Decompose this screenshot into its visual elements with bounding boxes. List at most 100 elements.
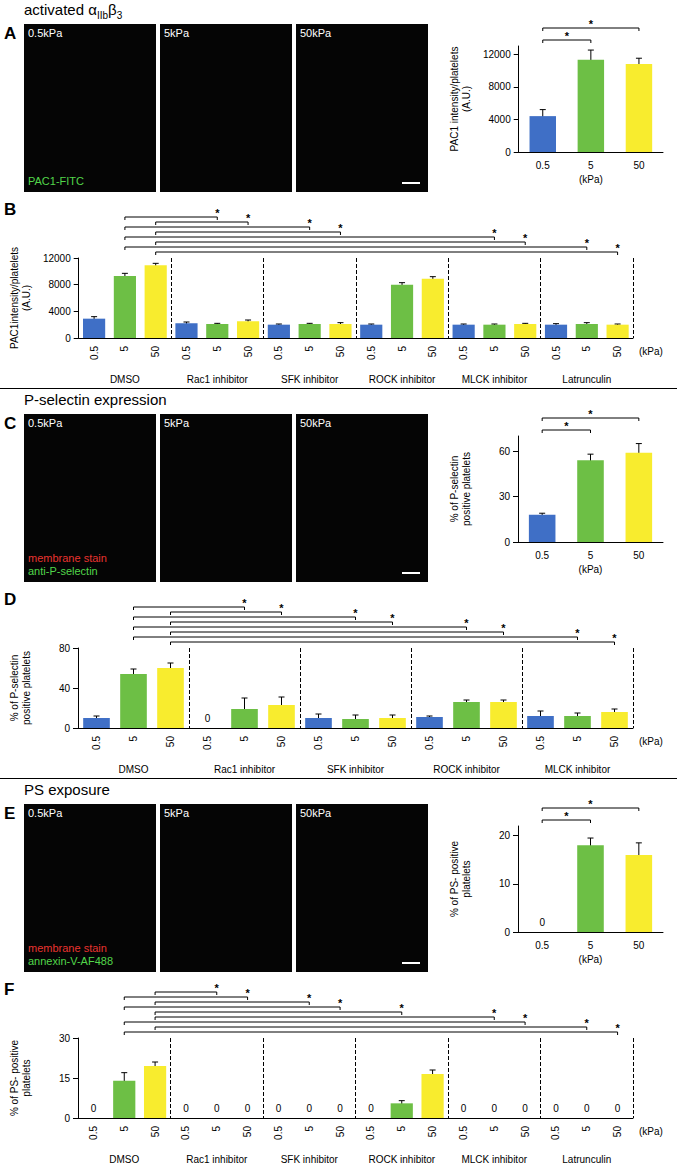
svg-text:50: 50	[498, 736, 509, 748]
svg-text:0: 0	[205, 713, 211, 724]
svg-text:10: 10	[499, 878, 511, 889]
svg-text:SFK inhibitor: SFK inhibitor	[327, 764, 385, 775]
svg-text:*: *	[492, 227, 497, 239]
svg-text:5: 5	[489, 346, 500, 352]
svg-text:*: *	[564, 810, 569, 822]
svg-text:50: 50	[520, 1126, 531, 1138]
svg-text:0: 0	[91, 1103, 97, 1114]
svg-text:SFK inhibitor: SFK inhibitor	[281, 374, 339, 385]
svg-text:0: 0	[491, 1103, 497, 1114]
svg-text:15: 15	[59, 1073, 71, 1084]
svg-text:PAC1intensity/platelets: PAC1intensity/platelets	[9, 247, 20, 349]
svg-text:5: 5	[304, 346, 315, 352]
svg-text:DMSO: DMSO	[110, 374, 140, 385]
svg-text:5: 5	[588, 940, 594, 951]
svg-text:50: 50	[427, 346, 438, 358]
svg-text:MLCK inhibitor: MLCK inhibitor	[462, 374, 528, 385]
svg-text:0: 0	[584, 1103, 590, 1114]
svg-text:*: *	[523, 1012, 528, 1024]
svg-text:(A.U.): (A.U.)	[21, 285, 32, 311]
svg-text:50: 50	[427, 1126, 438, 1138]
svg-text:MLCK inhibitor: MLCK inhibitor	[545, 764, 611, 775]
svg-text:50: 50	[243, 346, 254, 358]
svg-text:0: 0	[183, 1103, 189, 1114]
svg-text:0: 0	[539, 917, 545, 928]
svg-text:5: 5	[397, 346, 408, 352]
svg-text:0: 0	[615, 1103, 621, 1114]
svg-text:0.5: 0.5	[273, 346, 284, 360]
svg-text:4000: 4000	[488, 114, 511, 125]
svg-text:*: *	[390, 612, 395, 624]
svg-text:0: 0	[306, 1103, 312, 1114]
svg-text:positive platelets: positive platelets	[21, 651, 32, 725]
svg-text:ROCK inhibitor: ROCK inhibitor	[368, 1154, 435, 1165]
svg-text:50: 50	[276, 736, 287, 748]
svg-text:(kPa): (kPa)	[639, 1126, 663, 1137]
svg-text:*: *	[589, 18, 594, 30]
svg-text:0.5: 0.5	[535, 550, 549, 561]
svg-text:Rac1 inhibitor: Rac1 inhibitor	[186, 1154, 248, 1165]
svg-text:50: 50	[242, 1126, 253, 1138]
svg-text:0.5: 0.5	[535, 940, 549, 951]
svg-text:*: *	[564, 420, 569, 432]
svg-text:*: *	[338, 222, 343, 234]
svg-text:5: 5	[350, 736, 361, 742]
svg-text:5: 5	[396, 1126, 407, 1132]
svg-text:0: 0	[245, 1103, 251, 1114]
svg-text:% of P-selectin: % of P-selectin	[9, 655, 20, 722]
svg-text:5: 5	[212, 346, 223, 352]
svg-text:5: 5	[489, 1126, 500, 1132]
svg-text:50: 50	[633, 550, 645, 561]
svg-text:0: 0	[276, 1103, 282, 1114]
svg-text:ROCK inhibitor: ROCK inhibitor	[433, 764, 500, 775]
svg-text:positive platelets: positive platelets	[461, 452, 472, 526]
svg-text:12000: 12000	[43, 253, 71, 264]
svg-text:5: 5	[119, 346, 130, 352]
svg-text:50: 50	[335, 1126, 346, 1138]
svg-text:MLCK inhibitor: MLCK inhibitor	[461, 1154, 527, 1165]
svg-text:0.5: 0.5	[202, 736, 213, 750]
svg-text:*: *	[400, 1002, 405, 1014]
svg-text:0: 0	[461, 1103, 467, 1114]
svg-text:*: *	[585, 1017, 590, 1029]
svg-text:0.5: 0.5	[273, 1126, 284, 1140]
svg-text:50: 50	[165, 736, 176, 748]
svg-text:5: 5	[239, 736, 250, 742]
svg-text:platelets: platelets	[461, 860, 472, 897]
svg-text:(A.U.): (A.U.)	[461, 86, 472, 112]
svg-text:0.5: 0.5	[88, 1126, 99, 1140]
svg-text:0: 0	[214, 1103, 220, 1114]
svg-text:50: 50	[633, 160, 645, 171]
svg-text:0.5: 0.5	[313, 736, 324, 750]
svg-text:0.5: 0.5	[366, 346, 377, 360]
svg-text:PAC1 intensity/platelets: PAC1 intensity/platelets	[449, 47, 460, 152]
svg-text:5: 5	[572, 736, 583, 742]
svg-text:5: 5	[581, 346, 592, 352]
svg-text:0.5: 0.5	[536, 160, 550, 171]
svg-text:5: 5	[588, 550, 594, 561]
svg-text:% of P-selectin: % of P-selectin	[449, 456, 460, 523]
svg-text:50: 50	[150, 346, 161, 358]
svg-text:5: 5	[128, 736, 139, 742]
svg-text:5: 5	[119, 1126, 130, 1132]
svg-text:(kPa): (kPa)	[579, 564, 603, 575]
svg-text:5: 5	[581, 1126, 592, 1132]
svg-text:DMSO: DMSO	[119, 764, 149, 775]
svg-text:50: 50	[612, 1126, 623, 1138]
svg-text:50: 50	[609, 736, 620, 748]
svg-text:20: 20	[499, 830, 511, 841]
svg-text:*: *	[615, 1022, 620, 1034]
svg-text:0.5: 0.5	[551, 346, 562, 360]
svg-text:0: 0	[64, 723, 70, 734]
svg-text:0: 0	[522, 1103, 528, 1114]
svg-text:30: 30	[499, 491, 511, 502]
svg-text:*: *	[612, 632, 617, 644]
svg-text:SFK inhibitor: SFK inhibitor	[281, 1154, 339, 1165]
svg-text:0.5: 0.5	[89, 346, 100, 360]
svg-text:0: 0	[65, 333, 71, 344]
svg-text:*: *	[492, 1007, 497, 1019]
svg-text:0: 0	[368, 1103, 374, 1114]
svg-text:50: 50	[633, 940, 645, 951]
svg-text:50: 50	[150, 1126, 161, 1138]
svg-text:DMSO: DMSO	[109, 1154, 139, 1165]
